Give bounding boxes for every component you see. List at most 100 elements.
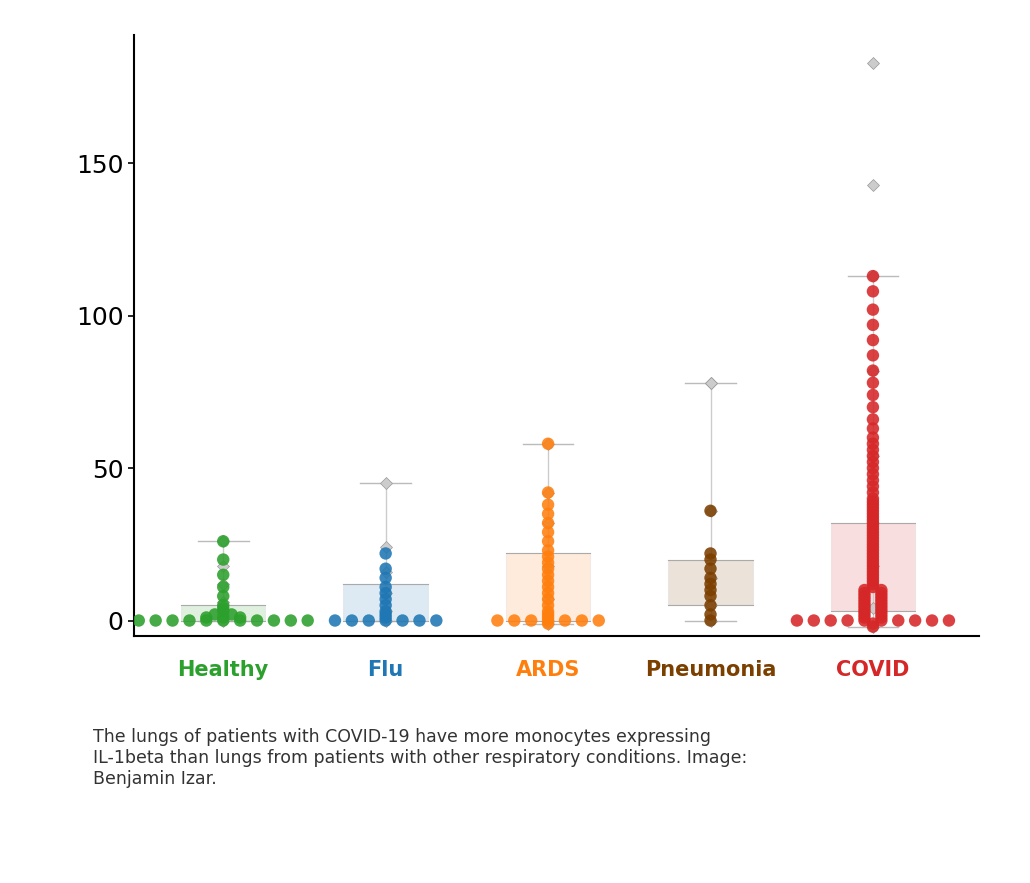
Point: [540, 610, 556, 624]
Point: [377, 580, 393, 594]
Point: [702, 553, 719, 567]
Point: [540, 562, 556, 576]
Point: [702, 577, 719, 591]
Point: [215, 534, 232, 548]
Point: [864, 577, 881, 591]
Point: [540, 525, 556, 540]
Point: [377, 614, 393, 628]
Point: [856, 592, 872, 607]
Point: [873, 583, 890, 597]
Point: [377, 604, 393, 618]
Point: [864, 532, 881, 546]
Point: [864, 473, 881, 487]
Point: [864, 562, 881, 576]
Point: [856, 614, 872, 628]
Point: [540, 568, 556, 582]
Point: [864, 616, 881, 630]
Point: [873, 614, 890, 628]
Point: [864, 537, 881, 551]
Point: [873, 608, 890, 622]
Point: [540, 608, 556, 622]
Point: [540, 616, 556, 630]
Text: COVID: COVID: [836, 660, 909, 680]
Bar: [668, 560, 753, 605]
Point: [864, 507, 881, 521]
Bar: [506, 554, 590, 621]
Text: The lungs of patients with COVID-19 have more monocytes expressing
IL-1beta than: The lungs of patients with COVID-19 have…: [93, 728, 747, 788]
Point: [864, 540, 881, 555]
Point: [702, 598, 719, 612]
Point: [300, 614, 316, 628]
Point: [266, 614, 282, 628]
Point: [864, 461, 881, 475]
Point: [249, 614, 266, 628]
Point: [702, 608, 719, 622]
Point: [864, 519, 881, 533]
Point: [873, 595, 890, 609]
Point: [377, 586, 393, 600]
Bar: [181, 605, 266, 621]
Point: [864, 437, 881, 451]
Text: ARDS: ARDS: [516, 660, 580, 680]
Point: [864, 620, 881, 634]
Point: [940, 614, 957, 628]
Point: [873, 592, 890, 607]
Point: [215, 553, 232, 567]
Point: [540, 586, 556, 600]
Point: [864, 534, 881, 548]
Point: [890, 614, 906, 628]
Point: [394, 614, 411, 628]
Point: [224, 608, 240, 622]
Point: [215, 589, 232, 603]
Point: [360, 614, 377, 628]
Point: [839, 614, 856, 628]
Point: [702, 589, 719, 603]
Point: [864, 559, 881, 573]
Point: [873, 601, 890, 615]
Point: [864, 574, 881, 588]
Point: [147, 614, 164, 628]
Point: [377, 598, 393, 612]
Point: [864, 479, 881, 494]
Point: [327, 614, 343, 628]
Point: [864, 525, 881, 540]
Point: [540, 507, 556, 521]
Point: [540, 598, 556, 612]
Point: [864, 498, 881, 512]
Point: [856, 595, 872, 609]
Point: [215, 604, 232, 618]
Point: [789, 614, 805, 628]
Point: [215, 610, 232, 624]
Point: [540, 534, 556, 548]
Point: [864, 303, 881, 317]
Point: [165, 614, 181, 628]
Point: [540, 543, 556, 557]
Point: [864, 516, 881, 530]
Point: [540, 437, 556, 451]
Point: [864, 376, 881, 390]
Point: [702, 547, 719, 561]
Point: [131, 614, 147, 628]
Point: [864, 547, 881, 561]
Point: [864, 503, 881, 517]
Point: [856, 598, 872, 612]
Point: [574, 614, 590, 628]
Point: [540, 580, 556, 594]
Text: Pneumonia: Pneumonia: [645, 660, 777, 680]
Point: [864, 501, 881, 515]
Point: [702, 614, 719, 628]
Point: [864, 486, 881, 500]
Point: [864, 565, 881, 579]
Point: [864, 509, 881, 524]
Point: [377, 562, 393, 576]
Point: [873, 604, 890, 618]
Point: [864, 284, 881, 298]
Text: Flu: Flu: [368, 660, 404, 680]
Point: [856, 604, 872, 618]
Point: [207, 608, 224, 622]
Point: [540, 574, 556, 588]
Point: [864, 494, 881, 509]
Point: [822, 614, 838, 628]
Point: [181, 614, 198, 628]
Point: [906, 614, 923, 628]
